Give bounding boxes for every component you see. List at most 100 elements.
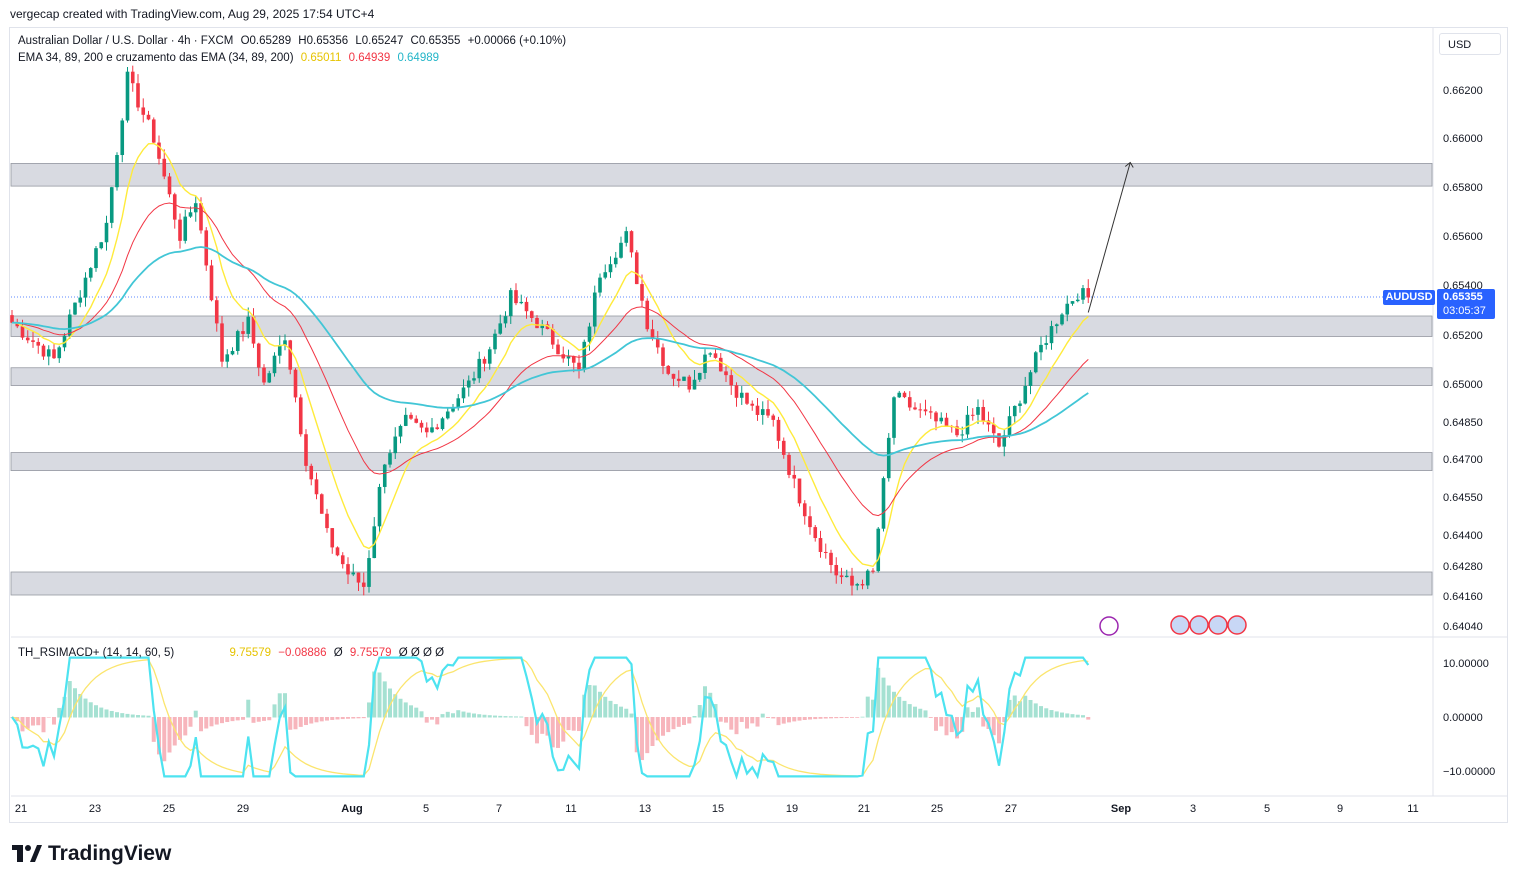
- histogram-bar: [241, 717, 245, 720]
- bar-countdown: 03:05:37: [1443, 305, 1486, 317]
- histogram-bar: [351, 717, 356, 719]
- candle-body: [99, 242, 104, 249]
- indicator-tick-label: −10.00000: [1443, 766, 1495, 778]
- candle-body: [440, 418, 445, 430]
- histogram-bar: [976, 707, 980, 718]
- candle-body: [272, 355, 277, 374]
- candle-body: [214, 300, 219, 324]
- candle-body: [267, 373, 272, 383]
- candle-body: [461, 387, 466, 399]
- histogram-bar: [230, 717, 235, 722]
- chart-credit: vergecap created with TradingView.com, A…: [10, 7, 375, 21]
- histogram-bar: [120, 713, 125, 718]
- candle-body: [209, 265, 214, 301]
- candle-body: [907, 397, 912, 408]
- histogram-bar: [991, 717, 996, 736]
- candle-body: [577, 362, 581, 370]
- indicator-label[interactable]: TH_RSIMACD+ (14, 14, 60, 5): [18, 647, 175, 659]
- histogram-bar: [472, 713, 476, 718]
- histogram-bar: [529, 717, 534, 735]
- legend-symbol[interactable]: Australian Dollar / U.S. Dollar · 4h · F…: [18, 35, 234, 47]
- time-tick-label: 13: [639, 803, 651, 815]
- histogram-bar: [209, 717, 214, 727]
- price-tick-label: 0.64850: [1443, 417, 1483, 429]
- candle-body: [157, 142, 161, 159]
- candle-body: [309, 465, 314, 480]
- candle-body: [477, 358, 482, 379]
- candle-body: [960, 434, 965, 436]
- candle-body: [445, 411, 450, 419]
- candle-body: [997, 433, 1001, 447]
- sr-zone-3: [10, 452, 1433, 471]
- candle-body: [46, 349, 51, 357]
- candle-body: [918, 409, 923, 411]
- histogram-bar: [823, 717, 828, 719]
- histogram-bar: [52, 717, 56, 725]
- ema34-line: [11, 142, 1089, 568]
- histogram-bar: [440, 714, 445, 718]
- tradingview-logo[interactable]: TradingView: [12, 842, 171, 866]
- histogram-bar: [377, 672, 382, 718]
- candle-body: [10, 315, 14, 323]
- histogram-bar: [587, 685, 592, 718]
- candle-body: [671, 373, 676, 379]
- histogram-bar: [104, 709, 109, 718]
- candle-body: [466, 380, 471, 388]
- candle-body: [340, 555, 345, 565]
- time-tick-label: 27: [1005, 803, 1017, 815]
- price-tick-label: 0.66000: [1443, 133, 1483, 145]
- candle-body: [650, 329, 655, 339]
- histogram-bar: [871, 699, 875, 718]
- candle-body: [167, 176, 172, 195]
- candle-body: [991, 424, 996, 434]
- candle-body: [792, 474, 797, 479]
- histogram-bar: [424, 717, 429, 723]
- histogram-bar: [540, 717, 545, 734]
- candle-body: [183, 216, 188, 241]
- histogram-bar: [818, 717, 823, 719]
- histogram-bar: [99, 707, 104, 718]
- histogram-bar: [766, 717, 770, 718]
- indicator-value-rest: Ø Ø Ø Ø: [398, 647, 445, 659]
- candle-body: [314, 479, 319, 495]
- candle-body: [1028, 372, 1033, 386]
- ema-label[interactable]: EMA 34, 89, 200 e cruzamento das EMA (34…: [18, 52, 294, 64]
- time-tick-label: 21: [858, 803, 870, 815]
- chart-frame: [9, 27, 1508, 823]
- histogram-bar: [619, 706, 623, 718]
- candle-body: [1060, 314, 1064, 325]
- histogram-bar: [797, 717, 802, 721]
- candle-body: [818, 538, 823, 552]
- histogram-bar: [220, 717, 224, 724]
- candle-body: [235, 331, 240, 351]
- histogram-bar: [598, 691, 602, 718]
- histogram-bar: [792, 717, 797, 722]
- sr-zone-4: [10, 571, 1433, 596]
- histogram-bar: [592, 685, 597, 718]
- candle-body: [36, 341, 41, 346]
- histogram-bar: [577, 717, 581, 732]
- histogram-bar: [62, 696, 67, 718]
- candle-body: [1033, 352, 1038, 373]
- candle-body: [94, 248, 98, 269]
- histogram-bar: [31, 717, 35, 726]
- histogram-bar: [514, 716, 518, 718]
- candle-body: [351, 572, 356, 575]
- histogram-bar: [340, 717, 345, 720]
- candle-body: [850, 575, 854, 586]
- flag-icon: [1170, 615, 1190, 635]
- candle-body: [750, 403, 755, 406]
- histogram-bar: [571, 717, 576, 731]
- candle-body: [981, 407, 986, 421]
- histogram-bar: [519, 716, 524, 718]
- histogram-bar: [671, 717, 676, 730]
- candle-body: [766, 409, 770, 416]
- histogram-bar: [855, 717, 860, 718]
- candle-body: [15, 322, 20, 327]
- candle-body: [356, 572, 361, 583]
- time-tick-label: 19: [786, 803, 798, 815]
- histogram-bar: [739, 717, 744, 722]
- currency-button[interactable]: USD: [1439, 33, 1501, 55]
- candle-body: [629, 231, 634, 253]
